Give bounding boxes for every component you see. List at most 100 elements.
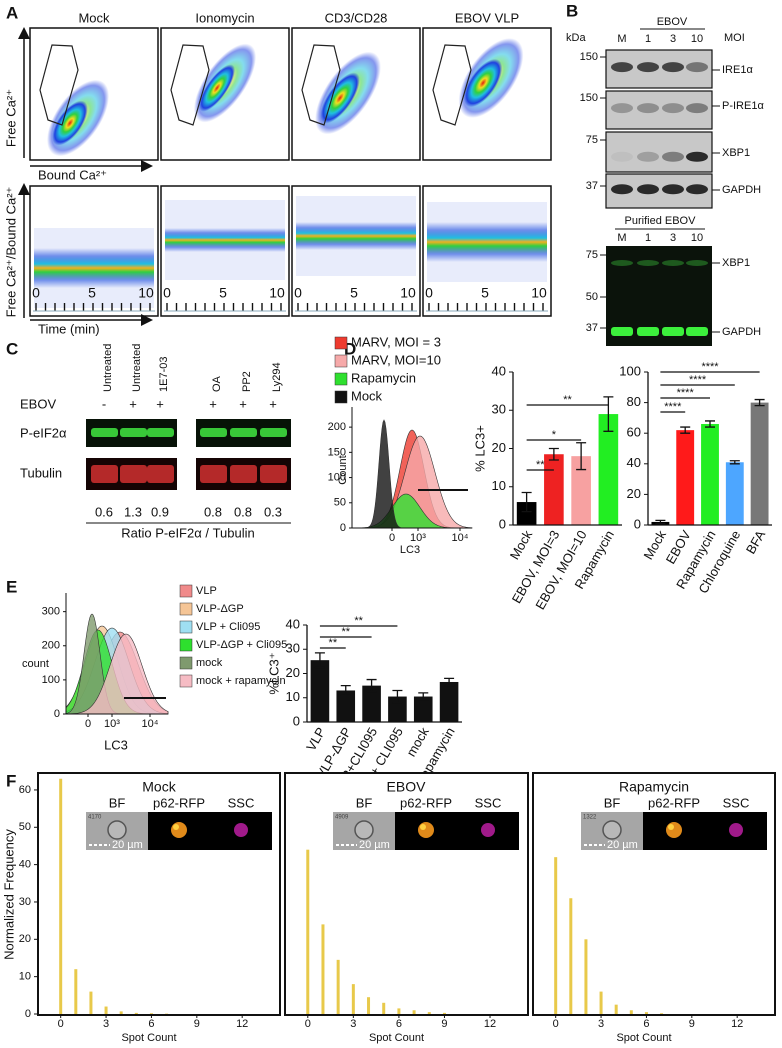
legend-swatch: [179, 602, 193, 616]
y-tick-label: 50: [334, 497, 346, 509]
legend-swatch: [179, 674, 193, 688]
time-tick-label: 10: [269, 285, 285, 301]
lane-label: M: [617, 33, 626, 45]
ratio-value: 0.8: [234, 504, 252, 519]
ratio-value: 0.6: [95, 504, 113, 519]
kinetic-band: [296, 222, 416, 250]
x-tick-label: 12: [236, 1018, 248, 1030]
inset-label: SSC: [228, 795, 255, 810]
blot-band: [147, 465, 174, 483]
bar: [367, 997, 371, 1014]
density: [320, 72, 360, 124]
mw-marker: 50: [586, 291, 598, 303]
x-tick-label: 3: [350, 1018, 356, 1030]
lane-label: 10: [691, 33, 703, 45]
y-tick-label: 0: [634, 516, 641, 531]
rfp-spot: [173, 824, 179, 830]
blot-band: [260, 428, 287, 437]
x-axis-label: LC3: [400, 544, 420, 556]
y-tick-label: 200: [42, 640, 60, 652]
ssc-cell: [729, 823, 743, 837]
inset-label: p62-RFP: [400, 795, 452, 810]
lane-label: 1: [645, 232, 651, 244]
x-axis-label: Spot Count: [369, 1032, 424, 1044]
gate: [432, 44, 472, 126]
bar: [119, 1011, 123, 1014]
time-tick-label: 0: [32, 285, 40, 301]
error-bar: [340, 684, 351, 696]
x-tick-label: 0: [58, 1018, 64, 1030]
x-tick-label: Mock: [507, 527, 536, 562]
blot-band: [200, 428, 227, 437]
bar: [629, 1010, 633, 1014]
inset-label: BF: [604, 795, 621, 810]
ratio-label: Ratio P-eIF2α / Tubulin: [121, 525, 254, 540]
kinetic-band: [165, 228, 285, 252]
panel-label: E: [6, 577, 17, 596]
inset-label: p62-RFP: [648, 795, 700, 810]
bar: [362, 685, 381, 722]
lane-label: PP2: [241, 371, 253, 392]
density: [52, 100, 88, 146]
legend-swatch: [334, 372, 348, 386]
mw-marker: 75: [586, 134, 598, 146]
error-bar: [705, 420, 715, 428]
legend-swatch: [179, 656, 193, 670]
bar: [397, 1008, 401, 1014]
significance: *: [552, 429, 557, 441]
blot-band: [662, 327, 684, 336]
x-axis-label: Spot Count: [616, 1032, 671, 1044]
treatment-mark: +: [239, 396, 247, 411]
row-label: P-eIF2α: [20, 425, 67, 440]
row-label: Tubulin: [20, 465, 62, 480]
significance: ****: [689, 374, 707, 386]
error-bar: [754, 398, 765, 407]
cell-id: 4909: [335, 815, 349, 821]
error-bar: [418, 692, 429, 701]
x-tick-label: 10³: [410, 532, 426, 544]
gate: [39, 44, 79, 126]
density: [463, 58, 503, 108]
y-tick-label: 10: [19, 971, 31, 983]
rfp-cell: [171, 822, 187, 838]
mw-marker: 37: [586, 322, 598, 334]
blot-band: [611, 184, 633, 195]
ssc-cell: [234, 823, 248, 837]
bar: [321, 924, 325, 1014]
y-tick-label: 30: [286, 641, 300, 656]
scatter-frame: [160, 27, 290, 161]
bar: [427, 1012, 431, 1014]
y-tick-label: 10: [492, 478, 506, 493]
bar: [660, 1013, 664, 1014]
treatment-mark: +: [129, 396, 137, 411]
bar: [599, 991, 603, 1014]
condition-title: CD3/CD28: [325, 10, 388, 25]
ratio-value: 0.8: [204, 504, 222, 519]
bar: [439, 681, 459, 722]
legend-label: MARV, MOI = 3: [351, 334, 441, 349]
time-tick-label: 0: [425, 285, 433, 301]
chart-title: Rapamycin: [619, 779, 689, 795]
y-tick-label: 0: [25, 1008, 31, 1020]
bar: [149, 1013, 153, 1014]
blot-band: [637, 62, 659, 73]
treatment-mark: +: [156, 396, 164, 411]
legend-label: mock: [196, 657, 223, 669]
bar: [336, 959, 340, 1014]
legend-swatch: [179, 620, 193, 634]
rfp-cell: [666, 822, 682, 838]
y-axis-label: Free Ca²⁺: [3, 89, 18, 147]
legend-label: Mock: [351, 388, 383, 403]
lane-label: 3: [670, 33, 676, 45]
legend-swatch: [179, 584, 193, 598]
bar: [544, 454, 564, 525]
blot-band: [662, 184, 684, 195]
legend-label: MARV, MOI=10: [351, 352, 441, 367]
scale-label: 20 µm: [112, 839, 143, 851]
chart-title: EBOV: [387, 779, 427, 795]
bar: [442, 1012, 446, 1014]
blot-band: [200, 465, 227, 483]
chart-title: Mock: [142, 779, 176, 795]
legend-swatch: [334, 354, 348, 368]
